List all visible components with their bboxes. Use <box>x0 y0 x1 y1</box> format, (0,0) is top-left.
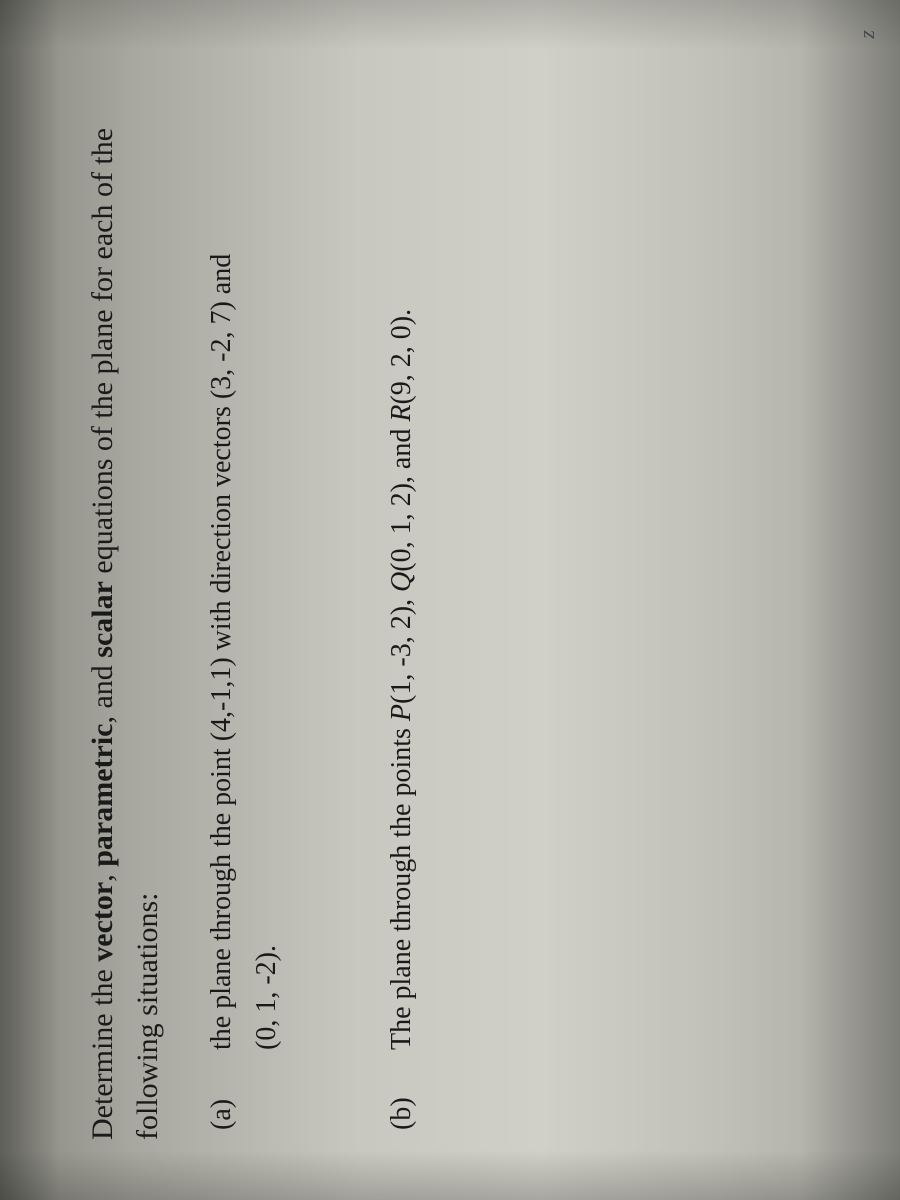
lighting-shadow-bottom <box>800 0 900 1200</box>
intro-prefix: Determine the <box>86 962 119 1140</box>
text-b-prefix: The plane through the points <box>386 721 417 1050</box>
point-p: P <box>386 704 417 721</box>
subquestion-a: (a) the plane through the point (4,-1,1)… <box>200 60 290 1140</box>
lighting-vignette-left <box>0 1150 900 1200</box>
label-b: (b) <box>380 1050 425 1140</box>
corner-char: z <box>854 30 880 39</box>
coords-q: (0, 1, 2), and <box>386 422 417 572</box>
point-q: Q <box>386 572 417 592</box>
lighting-vignette-right <box>0 0 900 50</box>
intro-sep1: , <box>86 867 119 882</box>
term-scalar: scalar <box>86 581 119 658</box>
coords-p: (1, -3, 2), <box>386 592 417 704</box>
text-b: The plane through the points P(1, -3, 2)… <box>380 100 425 1050</box>
term-parametric: parametric <box>86 724 119 867</box>
textbook-page: Determine the vector, parametric, and sc… <box>0 0 900 1200</box>
intro-sep2: , and <box>86 658 119 724</box>
text-a-line1: the plane through the point (4,-1,1) wit… <box>206 254 237 1050</box>
text-a: the plane through the point (4,-1,1) wit… <box>200 100 290 1050</box>
label-a: (a) <box>200 1050 290 1140</box>
term-vector: vector <box>86 882 119 962</box>
coords-r: (9, 2, 0). <box>386 309 417 405</box>
question-intro: Determine the vector, parametric, and sc… <box>80 60 170 1140</box>
point-r: R <box>386 405 417 422</box>
text-a-line2: (0, 1, -2). <box>251 945 282 1050</box>
subquestion-b: (b) The plane through the points P(1, -3… <box>380 60 425 1140</box>
lighting-shadow-top <box>0 0 60 1200</box>
